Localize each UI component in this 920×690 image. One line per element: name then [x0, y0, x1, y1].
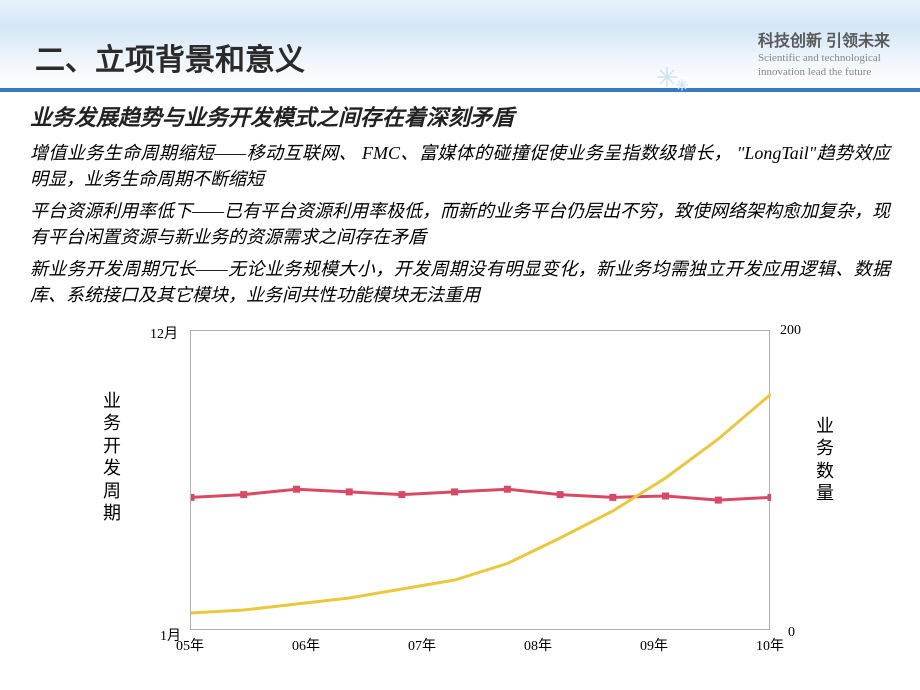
- x-tick-label: 06年: [292, 635, 320, 655]
- x-tick-label: 08年: [524, 635, 552, 655]
- x-tick-label: 09年: [640, 635, 668, 655]
- header-subtitle-block: 科技创新 引领未来 Scientific and technological i…: [758, 32, 890, 80]
- chart: 业务开发周期 业务数量 12月 1月 200 0 05年06年07年08年09年…: [150, 315, 830, 660]
- subtitle-cn: 科技创新 引领未来: [758, 32, 890, 52]
- paragraph-3: 新业务开发周期冗长——无论业务规模大小，开发周期没有明显变化，新业务均需独立开发…: [30, 256, 890, 308]
- slide-header: 二、立项背景和意义 科技创新 引领未来 Scientific and techn…: [0, 0, 920, 92]
- plot-area: [190, 330, 770, 630]
- y-left-top-tick: 12月: [150, 323, 178, 343]
- section-title: 业务发展趋势与业务开发模式之间存在着深刻矛盾: [30, 100, 890, 132]
- header-title: 二、立项背景和意义: [35, 35, 305, 79]
- subtitle-en-2: innovation lead the future: [758, 66, 890, 80]
- right-axis-label: 业务数量: [815, 415, 835, 505]
- snowflake-icon: [675, 78, 689, 92]
- slide-content: 业务发展趋势与业务开发模式之间存在着深刻矛盾 增值业务生命周期缩短——移动互联网…: [0, 92, 920, 660]
- y-right-top-tick: 200: [780, 323, 801, 339]
- subtitle-en-1: Scientific and technological: [758, 52, 890, 66]
- chart-lines: [191, 331, 771, 631]
- x-tick-label: 05年: [176, 635, 204, 655]
- y-right-bottom-tick: 0: [788, 625, 795, 641]
- x-tick-label: 07年: [408, 635, 436, 655]
- paragraph-2: 平台资源利用率低下——已有平台资源利用率极低，而新的业务平台仍层出不穷，致使网络…: [30, 198, 890, 250]
- x-tick-label: 10年: [756, 635, 784, 655]
- paragraph-1: 增值业务生命周期缩短——移动互联网、 FMC、富媒体的碰撞促使业务呈指数级增长，…: [30, 140, 890, 192]
- left-axis-label: 业务开发周期: [102, 390, 122, 525]
